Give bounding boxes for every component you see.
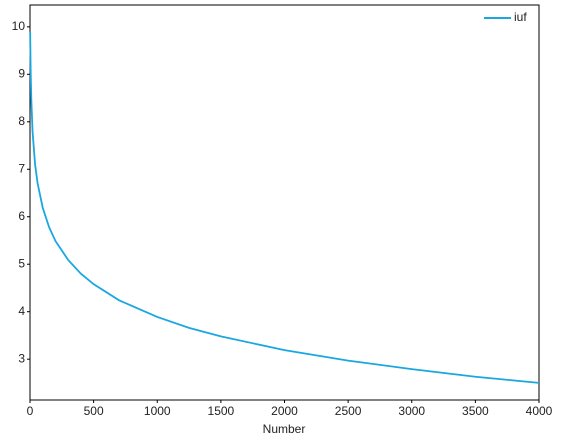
x-tick-label: 1000	[144, 404, 171, 418]
y-tick-label: 8	[18, 114, 25, 128]
x-tick-label: 2000	[271, 404, 298, 418]
x-tick-label: 1500	[208, 404, 235, 418]
y-tick-label: 9	[18, 66, 25, 80]
x-tick-label: 0	[27, 404, 34, 418]
x-axis-label: Number	[263, 422, 306, 436]
x-tick-label: 2500	[335, 404, 362, 418]
line-series	[29, 31, 540, 384]
y-tick-label: 3	[18, 351, 25, 365]
x-tick-label: 3500	[462, 404, 489, 418]
x-tick-label: 500	[84, 404, 104, 418]
legend-label: iuf	[514, 10, 527, 24]
y-tick-label: 10	[12, 19, 26, 33]
x-tick-label: 4000	[526, 404, 553, 418]
plot-frame	[29, 4, 540, 401]
y-tick-label: 5	[18, 256, 25, 270]
y-tick-label: 7	[18, 161, 25, 175]
x-tick-label: 3000	[398, 404, 425, 418]
y-tick-label: 6	[18, 209, 25, 223]
y-tick-label: 4	[18, 304, 25, 318]
